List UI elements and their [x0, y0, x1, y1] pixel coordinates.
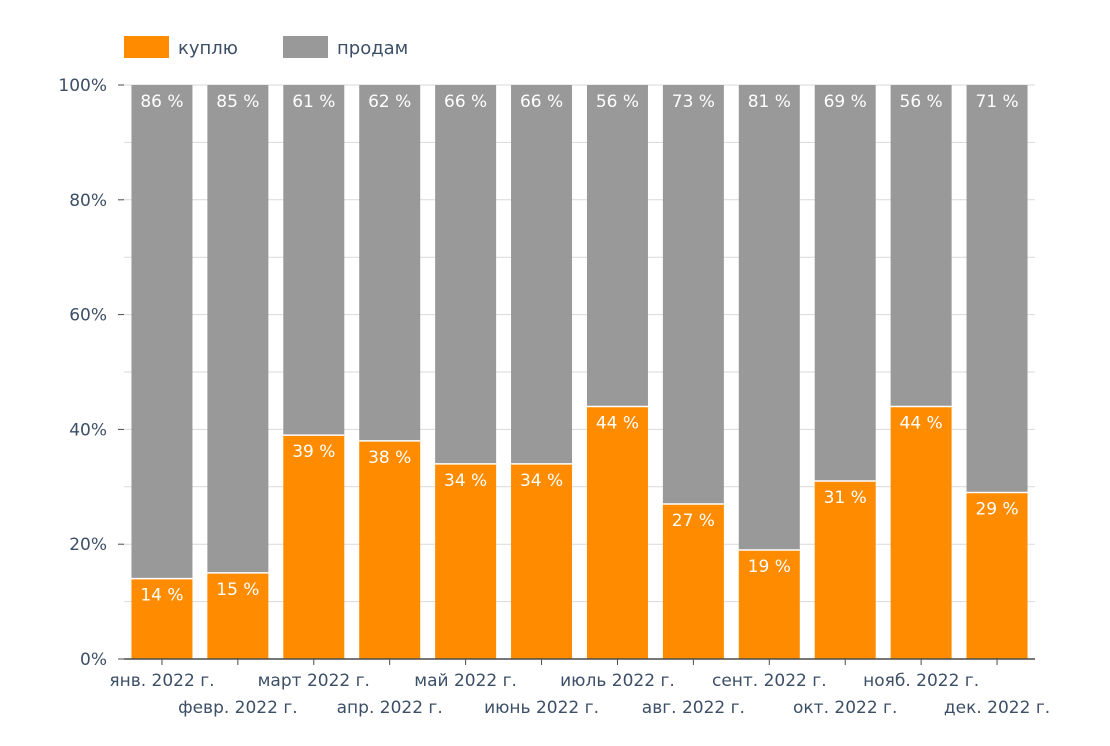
data-label-buy: 44 %	[596, 413, 639, 433]
data-label-buy: 27 %	[672, 511, 715, 531]
bar-buy	[283, 435, 345, 659]
bar-buy	[586, 406, 648, 659]
data-label-sell: 86 %	[140, 92, 183, 112]
bar-sell	[966, 85, 1028, 493]
bars	[131, 85, 1028, 659]
x-tick-label: янв. 2022 г.	[109, 671, 214, 691]
data-label-buy: 44 %	[900, 413, 943, 433]
bar-sell	[435, 85, 497, 464]
bar-sell	[207, 85, 269, 573]
x-tick-label: нояб. 2022 г.	[863, 671, 979, 691]
data-label-sell: 66 %	[444, 92, 487, 112]
axes: 0% 20% 40% 60% 80% 100% янв. 2022 г. февр. 2022…	[58, 76, 1050, 718]
x-tick-label: апр. 2022 г.	[337, 698, 443, 718]
x-tick-label: дек. 2022 г.	[944, 698, 1050, 718]
legend-swatch	[124, 36, 169, 58]
bar-sell	[890, 85, 952, 407]
bar-buy	[359, 440, 421, 659]
legend-label: продам	[337, 38, 408, 59]
x-tick-label: авг. 2022 г.	[642, 698, 745, 718]
data-label-sell: 66 %	[520, 92, 563, 112]
y-tick-label: 80%	[69, 191, 107, 211]
legend-label: куплю	[178, 38, 238, 59]
bar-buy	[511, 463, 573, 659]
gridlines	[124, 84, 1035, 603]
bar-buy	[435, 463, 497, 659]
data-label-buy: 14 %	[140, 586, 183, 606]
x-tick-label: сент. 2022 г.	[712, 671, 827, 691]
data-label-sell: 71 %	[975, 92, 1018, 112]
bar-sell	[283, 85, 345, 436]
y-tick-label: 60%	[69, 306, 107, 326]
y-tick-label: 0%	[80, 650, 107, 670]
data-label-buy: 38 %	[368, 448, 411, 468]
bar-buy	[814, 481, 876, 659]
bar-buy	[966, 492, 1028, 659]
data-label-sell: 81 %	[748, 92, 791, 112]
x-tick-label: окт. 2022 г.	[793, 698, 897, 718]
bar-buy	[890, 406, 952, 659]
data-label-buy: 34 %	[520, 471, 563, 491]
x-tick-label: май 2022 г.	[414, 671, 517, 691]
data-label-buy: 19 %	[748, 557, 791, 577]
data-label-buy: 15 %	[216, 580, 259, 600]
legend: куплю продам	[124, 36, 408, 59]
data-label-sell: 61 %	[292, 92, 335, 112]
data-label-buy: 39 %	[292, 442, 335, 462]
data-label-sell: 56 %	[596, 92, 639, 112]
bar-buy	[662, 504, 724, 659]
data-label-buy: 31 %	[824, 488, 867, 508]
data-label-buy: 29 %	[975, 500, 1018, 520]
y-tick-label: 20%	[69, 535, 107, 555]
x-tick-label: июль 2022 г.	[560, 671, 675, 691]
y-tick-label: 40%	[69, 420, 107, 440]
data-label-sell: 62 %	[368, 92, 411, 112]
bar-sell	[131, 85, 193, 579]
data-label-sell: 85 %	[216, 92, 259, 112]
data-labels: 14 % 86 % 15 % 85 % 39 % 61 % 38 % 62 % 34 % 66 %…	[140, 92, 1018, 606]
bar-sell	[814, 85, 876, 482]
bar-sell	[662, 85, 724, 505]
data-label-sell: 69 %	[824, 92, 867, 112]
data-label-sell: 56 %	[900, 92, 943, 112]
x-tick-label: март 2022 г.	[258, 671, 370, 691]
bar-sell	[738, 85, 800, 550]
x-tick-label: февр. 2022 г.	[178, 698, 298, 718]
legend-swatch	[283, 36, 328, 58]
y-tick-label: 100%	[58, 76, 107, 96]
data-label-buy: 34 %	[444, 471, 487, 491]
bar-buy	[207, 572, 269, 659]
bar-sell	[586, 85, 648, 407]
bar-sell	[359, 85, 421, 441]
x-tick-label: июнь 2022 г.	[484, 698, 599, 718]
bar-sell	[511, 85, 573, 464]
bar-buy	[738, 549, 800, 659]
bar-buy	[131, 578, 193, 659]
data-label-sell: 73 %	[672, 92, 715, 112]
